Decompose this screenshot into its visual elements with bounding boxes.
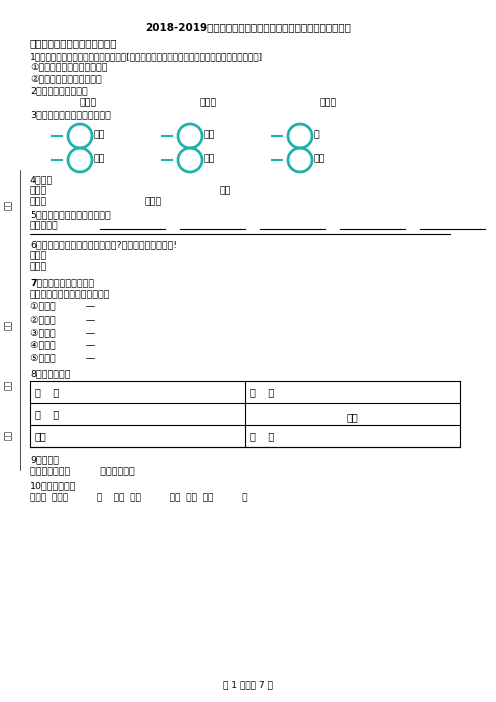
Text: （咪咪  眯眯）          叫    （眯  咪）          眼睛  （谜  米）          语: （咪咪 眯眯） 叫 （眯 咪） 眼睛 （谜 米） 语 bbox=[30, 493, 248, 502]
Text: 一、想一想，填一填（填空题）: 一、想一想，填一填（填空题） bbox=[30, 38, 118, 48]
Text: 班级: 班级 bbox=[3, 320, 12, 330]
Text: 春    秋: 春 秋 bbox=[250, 431, 274, 441]
Text: 7．附加题：词语接龙。: 7．附加题：词语接龙。 bbox=[30, 278, 94, 287]
Text: 题号: 题号 bbox=[3, 380, 12, 390]
Text: 10．选字填空。: 10．选字填空。 bbox=[30, 481, 76, 490]
Text: 蓝蓝的: 蓝蓝的 bbox=[145, 197, 162, 206]
Text: 小河: 小河 bbox=[204, 130, 215, 139]
Text: 2018-2019年敦化市第八小学校一年级下册语文期末测试含答案: 2018-2019年敦化市第八小学校一年级下册语文期末测试含答案 bbox=[145, 22, 351, 32]
Text: 种子: 种子 bbox=[314, 154, 325, 163]
Text: 的故事: 的故事 bbox=[80, 98, 97, 107]
Text: ①国家一          —: ①国家一 — bbox=[30, 302, 95, 311]
Text: 弯弯的: 弯弯的 bbox=[30, 186, 47, 195]
Text: 无    无: 无 无 bbox=[35, 387, 59, 397]
Text: 3．在圆圈中填上合适的量词。: 3．在圆圈中填上合适的量词。 bbox=[30, 110, 111, 119]
Text: ③帮助一          —: ③帮助一 — bbox=[30, 328, 95, 337]
Text: 分数: 分数 bbox=[3, 200, 12, 210]
Text: 《春晓》是描写          季节的古诗。: 《春晓》是描写 季节的古诗。 bbox=[30, 467, 135, 476]
Text: 一日。: 一日。 bbox=[30, 251, 47, 260]
Text: ④共同一          —: ④共同一 — bbox=[30, 341, 95, 350]
Text: 9．填空。: 9．填空。 bbox=[30, 455, 59, 464]
Text: 2．填上合适的词语。: 2．填上合适的词语。 bbox=[30, 86, 88, 95]
Text: ②许多一          —: ②许多一 — bbox=[30, 315, 95, 324]
Text: 的船: 的船 bbox=[220, 186, 232, 195]
Text: 8．填字成词。: 8．填字成词。 bbox=[30, 369, 70, 378]
Text: 4．填空: 4．填空 bbox=[30, 175, 53, 184]
Text: 6．猜字游戏，你能猜出几个答案?越多越好，写下来吧!: 6．猜字游戏，你能猜出几个答案?越多越好，写下来吧! bbox=[30, 240, 177, 249]
Text: 小鸟: 小鸟 bbox=[94, 130, 106, 139]
Text: 不约: 不约 bbox=[35, 431, 47, 441]
Text: 自    自: 自 自 bbox=[250, 387, 274, 397]
Text: 往往: 往往 bbox=[347, 412, 359, 422]
Text: 楼    夏: 楼 夏 bbox=[35, 409, 59, 419]
Text: 闪闪的: 闪闪的 bbox=[30, 197, 47, 206]
Text: 1．我想换个词说说，句子意思不改变。[方法提示：想想划线字的意思，再换一个意思相近的词]: 1．我想换个词说说，句子意思不改变。[方法提示：想想划线字的意思，再换一个意思相… bbox=[30, 52, 263, 61]
Text: ①妈妈讲了许多勇敢的故事。: ①妈妈讲了许多勇敢的故事。 bbox=[30, 63, 108, 72]
Text: 5．我会看图，照样子写一写。: 5．我会看图，照样子写一写。 bbox=[30, 210, 111, 219]
Text: 谜底：: 谜底： bbox=[30, 262, 47, 271]
Text: 例：生活一（活动）一（动力）: 例：生活一（活动）一（动力） bbox=[30, 290, 111, 299]
Text: 敌: 敌 bbox=[314, 130, 320, 139]
Text: 一位小朋友: 一位小朋友 bbox=[30, 221, 59, 230]
Text: ②妈妈非要我睡觉前刷牙。: ②妈妈非要我睡觉前刷牙。 bbox=[30, 74, 102, 83]
Text: 老师: 老师 bbox=[204, 154, 215, 163]
Text: 成绩: 成绩 bbox=[3, 430, 12, 440]
Text: 高山: 高山 bbox=[94, 154, 106, 163]
Text: 的夜晚: 的夜晚 bbox=[200, 98, 217, 107]
Text: 的胆子: 的胆子 bbox=[320, 98, 337, 107]
Text: ⑤大海一          —: ⑤大海一 — bbox=[30, 354, 95, 363]
Text: 第 1 页，共 7 页: 第 1 页，共 7 页 bbox=[223, 680, 273, 689]
